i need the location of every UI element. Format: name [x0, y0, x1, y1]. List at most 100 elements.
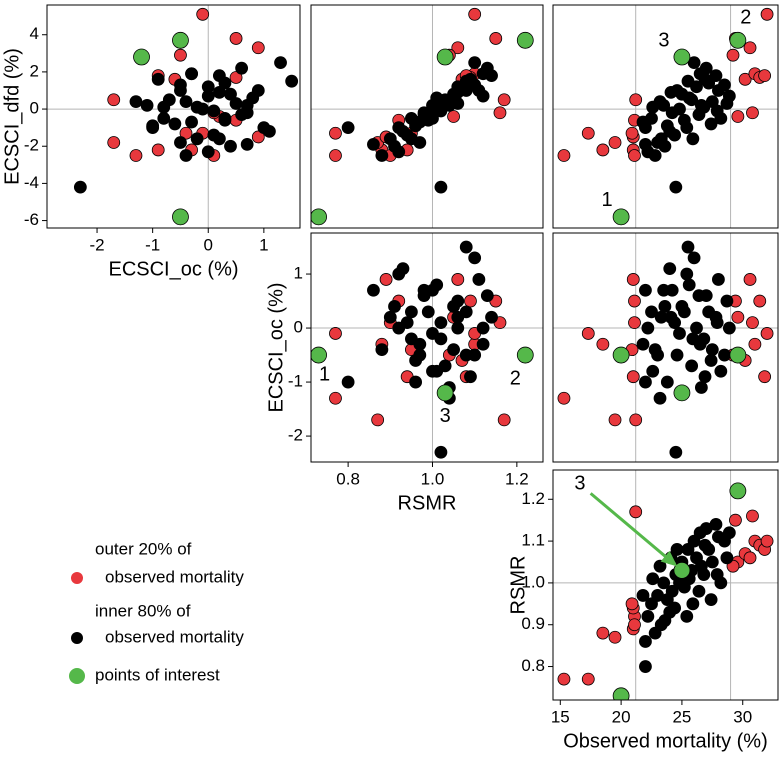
point [760, 327, 774, 340]
point [497, 413, 511, 427]
point [190, 100, 204, 114]
point [140, 98, 154, 112]
point [341, 121, 355, 135]
point [718, 78, 731, 92]
point [612, 208, 630, 226]
point [760, 7, 774, 21]
point [235, 61, 249, 75]
point [746, 316, 759, 330]
point [451, 294, 465, 308]
point [388, 139, 401, 153]
point [731, 110, 745, 123]
point [699, 61, 713, 75]
point [151, 143, 165, 157]
point [185, 67, 198, 81]
points [311, 240, 534, 459]
y-axis-label: ECSCI_dfd (%) [1, 48, 23, 185]
legend-marker [69, 668, 85, 684]
point [628, 618, 641, 632]
point [673, 327, 686, 340]
arrow-head [660, 550, 678, 567]
point [447, 343, 460, 357]
point [664, 85, 678, 99]
y-tick-label: 1.0 [521, 572, 545, 591]
point [179, 95, 193, 109]
point [174, 136, 187, 149]
panel-frame [552, 469, 779, 701]
y-tick-label: 4 [30, 24, 39, 43]
point [430, 364, 444, 378]
point [174, 48, 187, 62]
point [648, 149, 662, 162]
point [628, 294, 641, 308]
annotation: 3 [574, 473, 585, 495]
point [694, 559, 708, 573]
point [636, 337, 650, 351]
point [224, 139, 237, 153]
point [629, 505, 643, 519]
point [705, 343, 719, 357]
point [680, 609, 694, 623]
point [459, 240, 473, 254]
point [758, 69, 772, 83]
point [646, 100, 660, 114]
point [729, 31, 747, 49]
point [257, 121, 271, 135]
point [329, 391, 342, 405]
point [375, 149, 389, 162]
y-tick-label: 0.8 [521, 656, 545, 675]
x-tick-label: 1.2 [505, 469, 529, 488]
point [709, 517, 723, 531]
point [743, 551, 757, 565]
point [151, 72, 165, 86]
point [581, 126, 595, 140]
point [468, 7, 482, 21]
y-tick-label: -4 [24, 173, 39, 192]
point [722, 89, 736, 103]
point [371, 413, 385, 427]
point [668, 128, 682, 142]
point [451, 321, 465, 335]
point [686, 332, 700, 346]
x-tick-label: 0 [204, 235, 213, 254]
y-tick-label: 0.9 [521, 614, 545, 633]
point [639, 375, 652, 389]
point [417, 108, 431, 122]
point [625, 126, 639, 140]
point [694, 381, 708, 394]
point [692, 584, 706, 598]
point [459, 348, 473, 362]
point [367, 137, 380, 151]
point [664, 310, 678, 324]
point [636, 589, 650, 602]
point [722, 526, 736, 540]
point [705, 555, 719, 569]
annotation-arrow [589, 492, 676, 566]
point [107, 93, 121, 107]
y-axis-label: RSMR [507, 556, 529, 615]
point [400, 316, 414, 330]
point [430, 278, 444, 292]
panel: 15 20 25 30 0.8 0.9 1.0 1.1 1.2 Observed mortalit… [507, 469, 779, 752]
point [720, 294, 734, 308]
point [629, 93, 643, 107]
point [681, 240, 695, 254]
point [451, 310, 465, 324]
x-tick-label: -2 [89, 235, 104, 254]
panel [310, 4, 544, 229]
point [743, 41, 757, 55]
annotation: 3 [658, 29, 669, 51]
point [677, 305, 691, 319]
point [731, 310, 745, 324]
point [628, 149, 641, 162]
point [129, 149, 143, 162]
point [673, 102, 686, 116]
point [639, 283, 652, 297]
point [746, 509, 759, 523]
point [639, 660, 652, 673]
point [704, 354, 718, 367]
legend-label: outer 20% of [95, 539, 192, 558]
point [726, 48, 740, 62]
point [694, 98, 708, 112]
x-tick-label: 25 [672, 707, 691, 726]
